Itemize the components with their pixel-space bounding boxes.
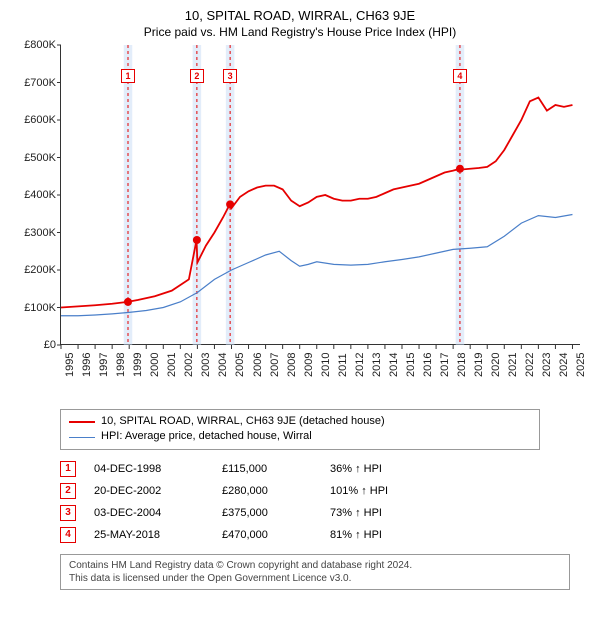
x-tick-label: 2007 <box>269 353 281 377</box>
x-tick-label: 2025 <box>575 353 587 377</box>
x-tick-label: 2010 <box>320 353 332 377</box>
y-tick-label: £100K <box>12 302 56 314</box>
legend-row: 10, SPITAL ROAD, WIRRAL, CH63 9JE (detac… <box>69 414 531 429</box>
x-tick-label: 2016 <box>422 353 434 377</box>
y-tick-label: £300K <box>12 227 56 239</box>
x-tick-label: 2014 <box>388 353 400 377</box>
x-tick-label: 2008 <box>286 353 298 377</box>
y-tick-label: £400K <box>12 189 56 201</box>
sales-table: 1 04-DEC-1998 £115,000 36% ↑ HPI 2 20-DEC-200… <box>60 458 588 546</box>
y-tick-label: £200K <box>12 264 56 276</box>
x-tick-label: 2020 <box>490 353 502 377</box>
x-tick-label: 2017 <box>439 353 451 377</box>
x-tick-label: 2002 <box>183 353 195 377</box>
sale-marker: 4 <box>60 527 76 543</box>
y-tick-label: £700K <box>12 77 56 89</box>
sale-pct: 73% ↑ HPI <box>330 507 440 519</box>
sale-date: 04-DEC-1998 <box>94 463 204 475</box>
sale-row: 2 20-DEC-2002 £280,000 101% ↑ HPI <box>60 480 588 502</box>
y-tick-label: £0 <box>12 339 56 351</box>
footer-line-1: Contains HM Land Registry data © Crown c… <box>69 559 561 572</box>
x-tick-label: 2022 <box>524 353 536 377</box>
event-marker: 1 <box>121 69 135 83</box>
series-price_paid <box>61 98 572 308</box>
event-marker: 2 <box>190 69 204 83</box>
sale-row: 1 04-DEC-1998 £115,000 36% ↑ HPI <box>60 458 588 480</box>
x-tick-label: 2009 <box>303 353 315 377</box>
legend-row: HPI: Average price, detached house, Wirr… <box>69 429 531 444</box>
x-tick-label: 2013 <box>371 353 383 377</box>
plot-region: 1 2 3 4 <box>60 45 580 345</box>
sale-date: 20-DEC-2002 <box>94 485 204 497</box>
x-tick-label: 2024 <box>558 353 570 377</box>
x-tick-label: 1998 <box>115 353 127 377</box>
y-tick-label: £800K <box>12 39 56 51</box>
event-marker: 3 <box>223 69 237 83</box>
sale-row: 4 25-MAY-2018 £470,000 81% ↑ HPI <box>60 524 588 546</box>
sale-marker: 2 <box>60 483 76 499</box>
x-tick-label: 2021 <box>507 353 519 377</box>
sale-price: £470,000 <box>222 529 312 541</box>
sale-point <box>456 165 464 173</box>
y-tick-label: £600K <box>12 114 56 126</box>
x-tick-label: 2005 <box>234 353 246 377</box>
x-tick-label: 2011 <box>337 353 349 377</box>
sale-price: £375,000 <box>222 507 312 519</box>
sale-point <box>124 298 132 306</box>
sale-date: 03-DEC-2004 <box>94 507 204 519</box>
sale-price: £115,000 <box>222 463 312 475</box>
sale-date: 25-MAY-2018 <box>94 529 204 541</box>
attribution-footer: Contains HM Land Registry data © Crown c… <box>60 554 570 590</box>
sale-pct: 101% ↑ HPI <box>330 485 440 497</box>
x-tick-label: 1999 <box>132 353 144 377</box>
legend-label: HPI: Average price, detached house, Wirr… <box>101 429 312 444</box>
sale-marker: 3 <box>60 505 76 521</box>
x-tick-label: 2006 <box>252 353 264 377</box>
x-tick-label: 2000 <box>149 353 161 377</box>
sale-row: 3 03-DEC-2004 £375,000 73% ↑ HPI <box>60 502 588 524</box>
event-marker: 4 <box>453 69 467 83</box>
x-tick-label: 1995 <box>64 353 76 377</box>
sale-marker: 1 <box>60 461 76 477</box>
y-tick-label: £500K <box>12 152 56 164</box>
x-tick-label: 2018 <box>456 353 468 377</box>
chart-area: 1 2 3 4 £0 £100K £200K £300K £400K £500K £600K £70… <box>12 45 588 375</box>
address-title: 10, SPITAL ROAD, WIRRAL, CH63 9JE <box>12 8 588 23</box>
legend-box: 10, SPITAL ROAD, WIRRAL, CH63 9JE (detac… <box>60 409 540 450</box>
plot-svg <box>61 45 581 345</box>
x-tick-label: 2004 <box>217 353 229 377</box>
x-tick-label: 2012 <box>354 353 366 377</box>
sale-pct: 36% ↑ HPI <box>330 463 440 475</box>
x-tick-label: 1997 <box>98 353 110 377</box>
x-tick-label: 2015 <box>405 353 417 377</box>
x-tick-label: 2003 <box>200 353 212 377</box>
sale-price: £280,000 <box>222 485 312 497</box>
sale-point <box>226 200 234 208</box>
x-tick-label: 1996 <box>81 353 93 377</box>
footer-line-2: This data is licensed under the Open Gov… <box>69 572 561 585</box>
legend-swatch <box>69 421 95 423</box>
chart-container: 10, SPITAL ROAD, WIRRAL, CH63 9JE Price … <box>0 0 600 620</box>
x-tick-label: 2023 <box>541 353 553 377</box>
chart-subtitle: Price paid vs. HM Land Registry's House … <box>12 25 588 39</box>
legend-label: 10, SPITAL ROAD, WIRRAL, CH63 9JE (detac… <box>101 414 385 429</box>
sale-pct: 81% ↑ HPI <box>330 529 440 541</box>
x-tick-label: 2019 <box>473 353 485 377</box>
legend-swatch <box>69 437 95 438</box>
sale-point <box>193 236 201 244</box>
x-tick-label: 2001 <box>166 353 178 377</box>
